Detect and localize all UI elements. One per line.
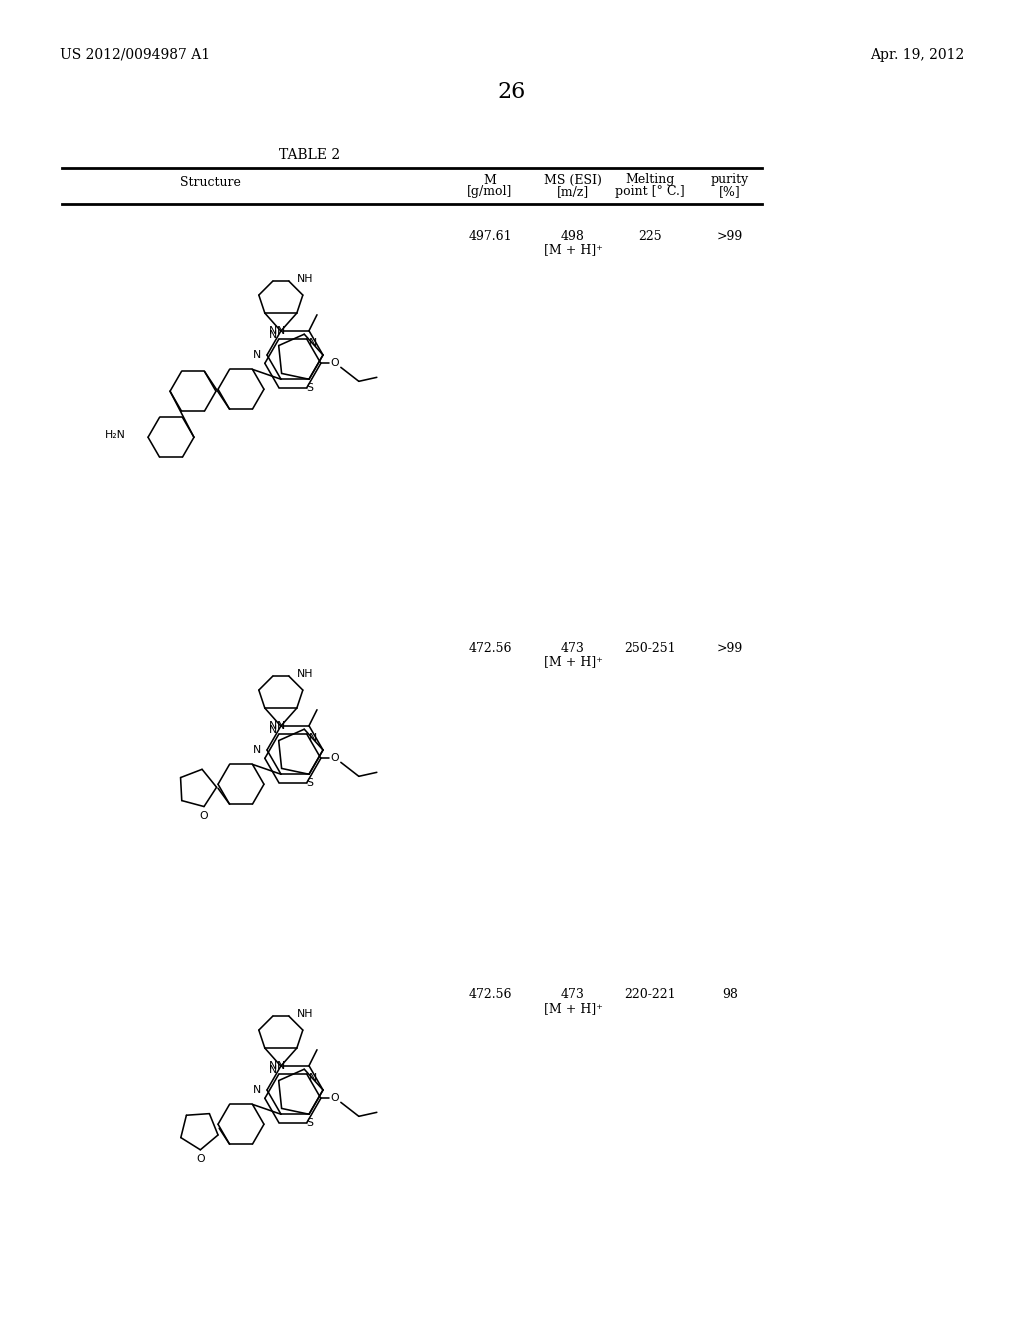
Text: TABLE 2: TABLE 2 [280,148,341,162]
Text: 473: 473 [561,642,585,655]
Text: [g/mol]: [g/mol] [467,186,513,198]
Text: O: O [331,358,339,368]
Text: purity: purity [711,173,750,186]
Text: [%]: [%] [719,186,741,198]
Text: 220-221: 220-221 [625,989,676,1002]
Text: Structure: Structure [179,176,241,189]
Text: 472.56: 472.56 [468,989,512,1002]
Text: [M + H]⁺: [M + H]⁺ [544,656,602,668]
Text: N: N [253,744,261,755]
Text: NH: NH [297,275,313,284]
Text: O: O [200,810,208,821]
Text: O: O [196,1154,205,1164]
Text: NH: NH [297,669,313,678]
Text: [m/z]: [m/z] [557,186,589,198]
Text: S: S [306,1118,313,1129]
Text: N: N [253,350,261,360]
Text: S: S [306,779,313,788]
Text: N: N [276,721,285,731]
Text: N: N [308,338,317,348]
Text: >99: >99 [717,230,743,243]
Text: point [° C.]: point [° C.] [615,186,685,198]
Text: N: N [276,326,285,337]
Text: [M + H]⁺: [M + H]⁺ [544,1002,602,1015]
Text: 473: 473 [561,989,585,1002]
Text: N: N [308,1073,317,1084]
Text: N: N [268,725,276,735]
Text: N: N [269,1061,278,1071]
Text: M: M [483,173,497,186]
Text: 497.61: 497.61 [468,230,512,243]
Text: S: S [306,383,313,393]
Text: 26: 26 [498,81,526,103]
Text: [M + H]⁺: [M + H]⁺ [544,243,602,256]
Text: Melting: Melting [626,173,675,186]
Text: 225: 225 [638,230,662,243]
Text: US 2012/0094987 A1: US 2012/0094987 A1 [60,48,210,62]
Text: 472.56: 472.56 [468,642,512,655]
Text: N: N [268,1065,276,1074]
Text: 498: 498 [561,230,585,243]
Text: N: N [308,733,317,743]
Text: N: N [269,326,278,335]
Text: O: O [331,754,339,763]
Text: 250-251: 250-251 [625,642,676,655]
Text: Apr. 19, 2012: Apr. 19, 2012 [869,48,964,62]
Text: N: N [253,1085,261,1096]
Text: O: O [331,1093,339,1104]
Text: N: N [269,721,278,731]
Text: >99: >99 [717,642,743,655]
Text: 98: 98 [722,989,738,1002]
Text: N: N [268,330,276,341]
Text: MS (ESI): MS (ESI) [544,173,602,186]
Text: H₂N: H₂N [105,430,126,441]
Text: NH: NH [297,1008,313,1019]
Text: N: N [276,1061,285,1071]
